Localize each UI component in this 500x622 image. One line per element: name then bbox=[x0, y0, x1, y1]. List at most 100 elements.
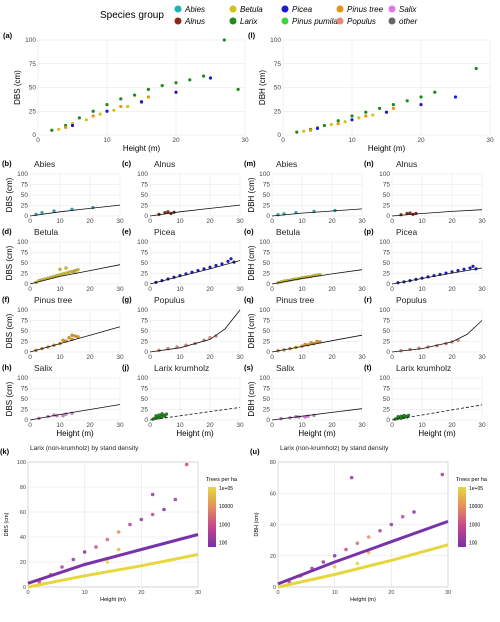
x-tick-label: 10 bbox=[56, 422, 64, 429]
x-tick-label: 20 bbox=[172, 137, 180, 144]
y-tick-label: 20 bbox=[270, 554, 276, 560]
legend-svg: Species group Abies Betula Picea Pinus tree S… bbox=[100, 5, 418, 26]
colorbar-tick-label: 10000 bbox=[469, 504, 483, 510]
y-tick-label: 50 bbox=[141, 192, 149, 199]
panel-title: Betula bbox=[34, 227, 58, 237]
fit-line bbox=[29, 204, 121, 217]
panel-label: (f) bbox=[2, 295, 10, 304]
colorbar-title: Trees per ha bbox=[456, 477, 488, 483]
x-tick-label: 10 bbox=[176, 218, 184, 225]
y-tick-label: 75 bbox=[21, 318, 29, 325]
x-axis-label: Height (m) bbox=[176, 429, 214, 438]
legend-swatch bbox=[388, 17, 396, 25]
fit-line bbox=[149, 407, 241, 421]
y-tick-label: 80 bbox=[20, 485, 26, 491]
legend-swatch bbox=[281, 5, 289, 13]
panel-label: (k) bbox=[0, 447, 10, 456]
data-point bbox=[146, 87, 150, 91]
y-axis-label: DBS (cm) bbox=[5, 177, 14, 212]
y-tick-label: 75 bbox=[263, 318, 271, 325]
y-tick-label: 75 bbox=[141, 250, 149, 257]
data-point bbox=[344, 547, 348, 552]
panel-title: Salix bbox=[276, 363, 295, 373]
y-tick-label: 25 bbox=[263, 407, 271, 414]
x-tick-label: 30 bbox=[116, 286, 124, 293]
colorbar-tick-label: 100 bbox=[469, 541, 478, 547]
x-tick-label: 10 bbox=[103, 137, 111, 144]
y-tick-label: 0 bbox=[266, 349, 270, 356]
data-point bbox=[309, 128, 313, 132]
y-tick-label: 0 bbox=[386, 281, 390, 288]
data-point bbox=[146, 95, 150, 99]
panel-p: 0 25 50 75 100 0 10 20 30 (p) Picea bbox=[364, 227, 486, 293]
y-tick-label: 50 bbox=[383, 192, 391, 199]
x-tick-label: 0 bbox=[270, 354, 274, 361]
species-legend: Species group Abies Betula Picea Pinus tree S… bbox=[0, 0, 500, 30]
x-tick-label: 10 bbox=[82, 590, 88, 596]
y-tick-label: 50 bbox=[263, 328, 271, 335]
data-point bbox=[332, 553, 337, 558]
panel-title: Larix (non-krumholz) by stand density bbox=[280, 445, 389, 452]
x-tick-label: 10 bbox=[298, 354, 306, 361]
x-tick-label: 10 bbox=[418, 422, 426, 429]
panel-title: Salix bbox=[34, 363, 53, 373]
x-tick-label: 20 bbox=[328, 286, 336, 293]
x-tick-label: 0 bbox=[270, 422, 274, 429]
data-point bbox=[343, 120, 347, 124]
x-tick-label: 20 bbox=[206, 218, 214, 225]
y-tick-label: 75 bbox=[274, 61, 282, 68]
panel-title: Populus bbox=[154, 295, 185, 305]
y-tick-label: 100 bbox=[17, 171, 28, 178]
data-point bbox=[332, 564, 337, 569]
x-tick-label: 30 bbox=[236, 354, 244, 361]
x-tick-label: 20 bbox=[86, 218, 94, 225]
y-tick-label: 100 bbox=[137, 375, 148, 382]
panel-title: Alnus bbox=[154, 159, 175, 169]
x-tick-label: 0 bbox=[28, 218, 32, 225]
x-tick-label: 0 bbox=[148, 354, 152, 361]
y-axis-label: DBH (cm) bbox=[247, 313, 256, 348]
data-point bbox=[391, 103, 395, 107]
y-tick-label: 50 bbox=[141, 396, 149, 403]
data-point bbox=[150, 492, 155, 497]
y-tick-label: 0 bbox=[144, 281, 148, 288]
y-tick-label: 25 bbox=[141, 407, 149, 414]
panel-title: Larix (non-krumholz) by stand density bbox=[30, 445, 139, 452]
y-tick-label: 0 bbox=[24, 417, 28, 424]
fit-line bbox=[149, 260, 241, 285]
plot-area bbox=[27, 461, 199, 588]
y-tick-label: 50 bbox=[263, 396, 271, 403]
x-axis-label: Height (m) bbox=[298, 429, 336, 438]
x-tick-label: 30 bbox=[478, 422, 486, 429]
y-tick-label: 0 bbox=[24, 281, 28, 288]
data-point bbox=[402, 413, 406, 417]
y-tick-label: 50 bbox=[383, 396, 391, 403]
panel-label: (u) bbox=[250, 447, 260, 456]
y-tick-label: 25 bbox=[21, 339, 29, 346]
x-axis-label: Height (m) bbox=[368, 144, 406, 153]
panel-label: (s) bbox=[244, 363, 254, 372]
y-tick-label: 0 bbox=[144, 417, 148, 424]
x-tick-label: 20 bbox=[138, 590, 144, 596]
x-tick-label: 0 bbox=[28, 354, 32, 361]
data-point bbox=[400, 514, 405, 519]
y-tick-label: 75 bbox=[141, 318, 149, 325]
y-tick-label: 0 bbox=[266, 417, 270, 424]
panel-label: (p) bbox=[364, 227, 374, 236]
y-tick-label: 75 bbox=[21, 182, 29, 189]
data-point bbox=[350, 118, 354, 122]
fit-line bbox=[277, 543, 449, 589]
x-tick-label: 30 bbox=[486, 137, 494, 144]
y-tick-label: 25 bbox=[263, 339, 271, 346]
data-point bbox=[412, 510, 416, 514]
y-tick-label: 60 bbox=[20, 510, 26, 516]
data-point bbox=[105, 109, 109, 113]
data-point bbox=[139, 517, 144, 522]
data-point bbox=[94, 545, 98, 549]
y-tick-label: 75 bbox=[383, 318, 391, 325]
panel-label: (n) bbox=[364, 159, 374, 168]
legend-swatch bbox=[281, 17, 289, 25]
panel-b: 0 25 50 75 100 0 10 20 30 (b) Abies DBS (cm) bbox=[2, 159, 124, 225]
